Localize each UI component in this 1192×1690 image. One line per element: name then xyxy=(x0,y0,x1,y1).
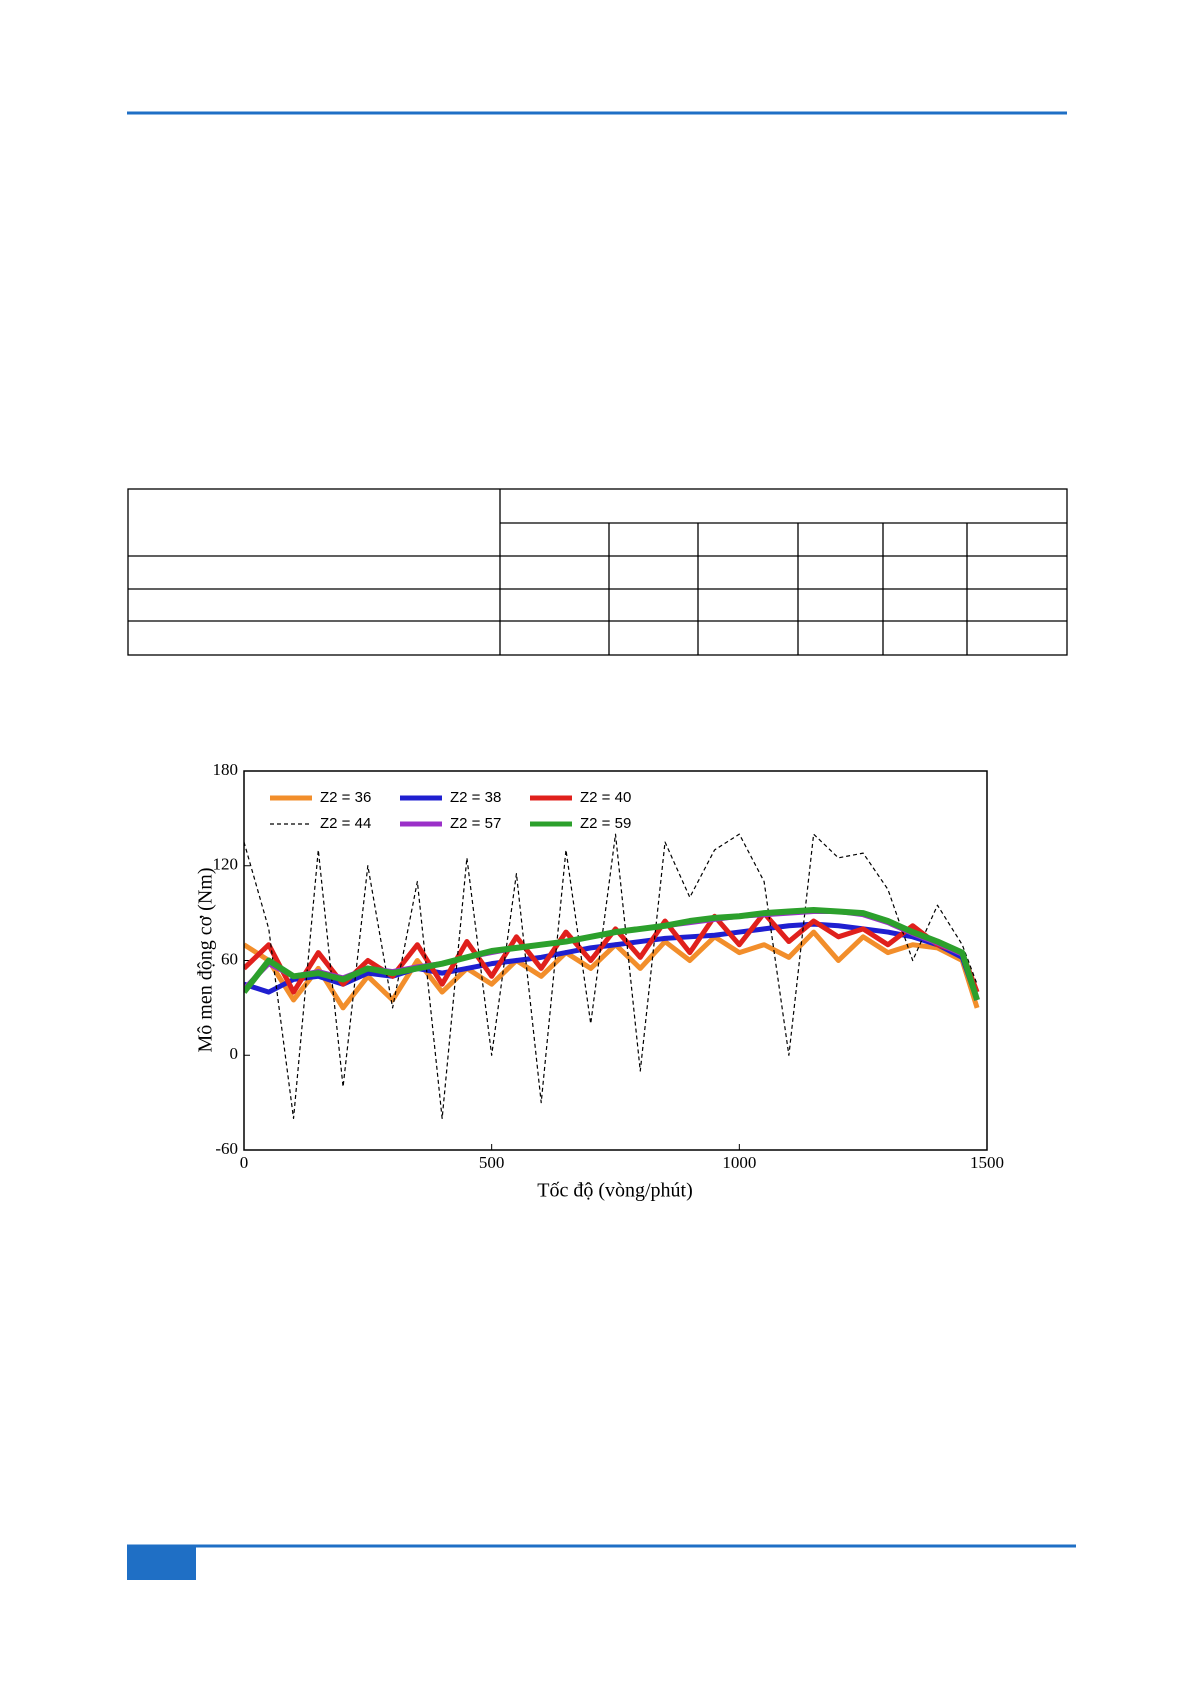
legend-label: Z2 = 38 xyxy=(450,789,501,806)
y-tick-label: -60 xyxy=(215,1139,238,1158)
y-tick-label: 120 xyxy=(213,855,239,874)
x-tick-label: 1500 xyxy=(970,1153,1004,1172)
empty-table xyxy=(127,488,1068,656)
series-line xyxy=(244,833,978,1120)
y-tick-label: 0 xyxy=(230,1044,239,1063)
legend-label: Z2 = 36 xyxy=(320,789,371,806)
legend-label: Z2 = 59 xyxy=(580,815,631,832)
y-tick-label: 180 xyxy=(213,760,239,779)
x-tick-label: 1000 xyxy=(722,1153,756,1172)
plot-frame xyxy=(243,770,988,1151)
page-number-box xyxy=(127,1546,196,1580)
x-axis-title: Tốc độ (vòng/phút) xyxy=(537,1180,693,1202)
series-line xyxy=(244,906,980,1001)
y-tick-label: 60 xyxy=(221,949,238,968)
chart: Tốc độ (vòng/phút) Mô men động cơ (Nm) -… xyxy=(195,760,1004,1202)
legend-label: Z2 = 40 xyxy=(580,789,631,806)
legend-label: Z2 = 44 xyxy=(320,815,371,832)
x-tick-label: 0 xyxy=(240,1153,249,1172)
legend-label: Z2 = 57 xyxy=(450,815,501,832)
x-tick-label: 500 xyxy=(479,1153,505,1172)
y-axis-title: Mô men động cơ (Nm) xyxy=(195,868,217,1053)
series-line xyxy=(244,910,980,995)
